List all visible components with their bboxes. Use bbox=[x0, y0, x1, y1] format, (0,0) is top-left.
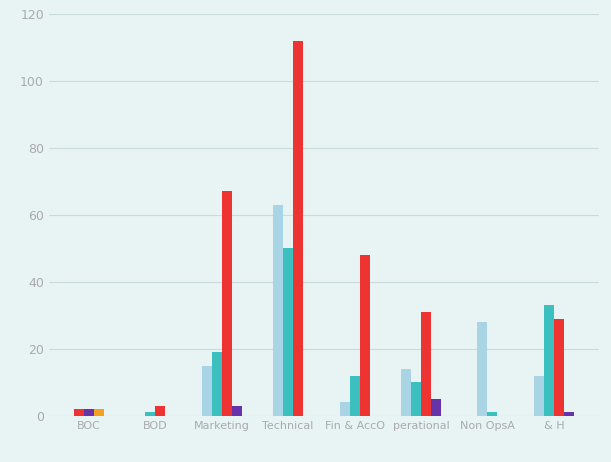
Bar bbox=[145, 413, 155, 416]
Bar bbox=[74, 409, 84, 416]
Bar bbox=[202, 365, 212, 416]
Bar bbox=[293, 41, 303, 416]
Bar bbox=[544, 305, 554, 416]
Bar bbox=[212, 352, 222, 416]
Bar bbox=[94, 409, 104, 416]
Bar bbox=[431, 399, 441, 416]
Bar bbox=[401, 369, 411, 416]
Bar bbox=[564, 413, 574, 416]
Bar bbox=[155, 406, 165, 416]
Bar bbox=[340, 402, 349, 416]
Bar bbox=[232, 406, 241, 416]
Bar bbox=[554, 319, 564, 416]
Bar bbox=[488, 413, 497, 416]
Bar bbox=[283, 249, 293, 416]
Bar bbox=[84, 409, 94, 416]
Bar bbox=[359, 255, 370, 416]
Bar bbox=[477, 322, 488, 416]
Bar bbox=[411, 383, 421, 416]
Bar bbox=[534, 376, 544, 416]
Bar bbox=[222, 191, 232, 416]
Bar bbox=[349, 376, 359, 416]
Bar bbox=[273, 205, 283, 416]
Bar bbox=[421, 312, 431, 416]
